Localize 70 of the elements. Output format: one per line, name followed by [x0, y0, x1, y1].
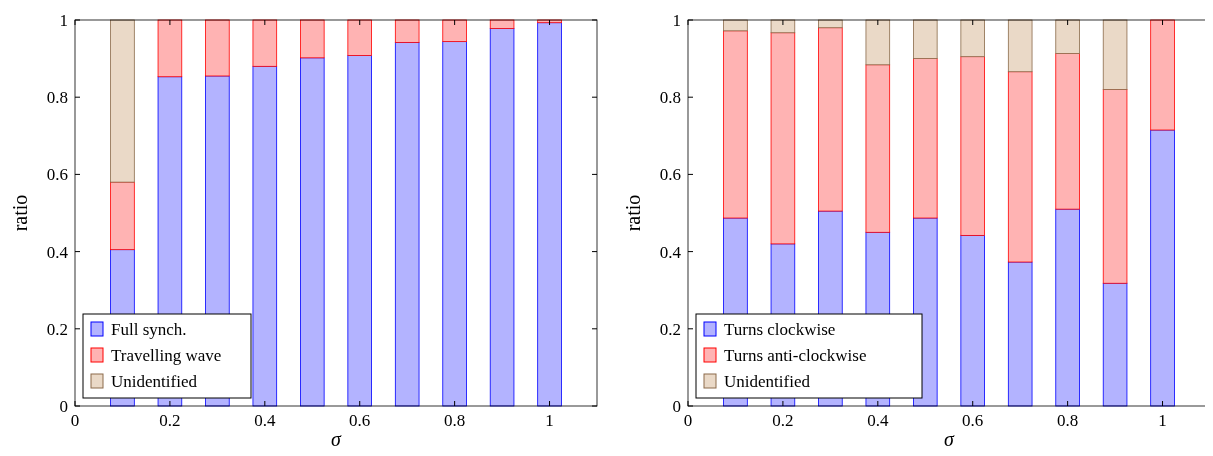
bar	[347, 55, 372, 407]
y-tick-label: 0.8	[659, 88, 681, 108]
bar	[537, 22, 562, 407]
bar	[1007, 71, 1033, 263]
bar	[770, 32, 796, 245]
x-tick-label: 1	[1158, 411, 1167, 430]
x-tick-label: 0.6	[349, 411, 371, 430]
x-tick-label: 1	[545, 411, 554, 430]
bar	[1007, 19, 1033, 73]
bar	[1102, 282, 1128, 407]
bar	[913, 19, 938, 59]
x-tick-label: 0.8	[1057, 411, 1079, 430]
bar	[1150, 129, 1175, 407]
bar	[770, 19, 796, 34]
bar	[1055, 19, 1080, 54]
bar	[442, 19, 467, 43]
bar	[1150, 19, 1175, 131]
bar	[394, 19, 420, 43]
bar	[300, 19, 325, 59]
y-tick-label: 0.2	[46, 319, 68, 339]
legend-label: Travelling wave	[111, 346, 222, 365]
bar	[300, 57, 325, 407]
x-tick-label: 0.4	[254, 411, 276, 430]
bar	[723, 30, 748, 219]
bar	[960, 56, 985, 236]
bar	[1055, 53, 1080, 210]
x-tick-label: 0.2	[772, 411, 794, 430]
bar	[960, 19, 985, 58]
legend-label: Unidentified	[111, 372, 198, 391]
y-tick-label: 0	[59, 397, 68, 416]
legend-label: Full synch.	[111, 320, 187, 339]
legend-label: Unidentified	[724, 372, 811, 391]
bar	[442, 41, 467, 407]
bar	[252, 65, 278, 407]
legend-label: Turns clockwise	[724, 320, 836, 339]
bar	[1102, 19, 1128, 90]
bar	[252, 19, 278, 67]
bar	[818, 27, 843, 212]
y-tick-label: 0.6	[659, 165, 681, 185]
y-tick-label: 0.8	[46, 88, 68, 108]
y-axis-title: ratio	[9, 194, 31, 232]
x-axis-title: σ	[944, 428, 956, 450]
y-tick-label: 0.2	[659, 319, 681, 339]
y-tick-label: 0.4	[659, 242, 682, 262]
bar	[960, 234, 985, 407]
legend-label: Turns anti-clockwise	[724, 346, 867, 365]
x-tick-label: 0.4	[867, 411, 889, 430]
y-axis-title: ratio	[622, 194, 644, 232]
y-tick-label: 0.6	[46, 165, 68, 185]
bar	[110, 19, 135, 183]
bar	[157, 19, 183, 78]
x-tick-label: 0.2	[159, 411, 181, 430]
bar	[865, 64, 891, 233]
bar	[205, 19, 230, 77]
bar	[489, 28, 515, 407]
bar	[1007, 261, 1033, 407]
y-tick-label: 0	[672, 397, 681, 416]
bar	[1055, 208, 1080, 407]
bar	[394, 41, 420, 407]
y-tick-label: 0.4	[46, 242, 69, 262]
bar	[865, 19, 891, 66]
bar	[110, 181, 135, 251]
x-axis-title: σ	[331, 428, 343, 450]
y-tick-label: 1	[59, 11, 68, 30]
bar	[1102, 89, 1128, 284]
y-tick-label: 1	[672, 11, 681, 30]
bar	[347, 19, 372, 56]
bar	[913, 58, 938, 219]
x-tick-label: 0.8	[444, 411, 466, 430]
x-tick-label: 0.6	[962, 411, 984, 430]
